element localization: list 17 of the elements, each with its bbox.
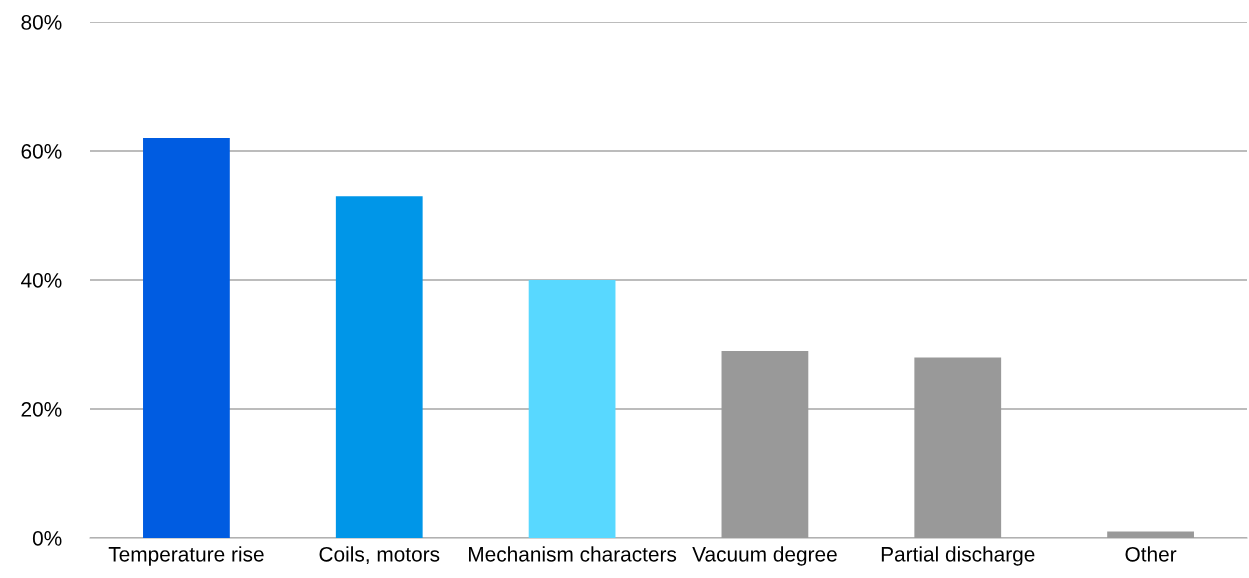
y-tick-label: 80% — [21, 15, 62, 30]
bar — [914, 357, 1002, 538]
x-tick-label: Vacuum degree — [692, 546, 837, 566]
bar — [143, 138, 230, 538]
y-tick-label: 60% — [21, 144, 62, 159]
bar — [1107, 531, 1194, 538]
x-tick-label: Temperature rise — [108, 546, 264, 566]
x-tick-label: Coils, motors — [319, 546, 440, 565]
y-tick-label: 20% — [21, 402, 62, 417]
x-tick-label: Partial discharge — [881, 546, 1035, 566]
bar — [335, 196, 423, 538]
x-tick-label: Mechanism characters — [469, 546, 677, 562]
y-tick-label: 40% — [21, 273, 62, 288]
bar — [528, 280, 616, 538]
y-tick-label: 0% — [32, 531, 62, 546]
bar — [721, 350, 809, 538]
x-tick-label: Other — [1125, 546, 1177, 562]
